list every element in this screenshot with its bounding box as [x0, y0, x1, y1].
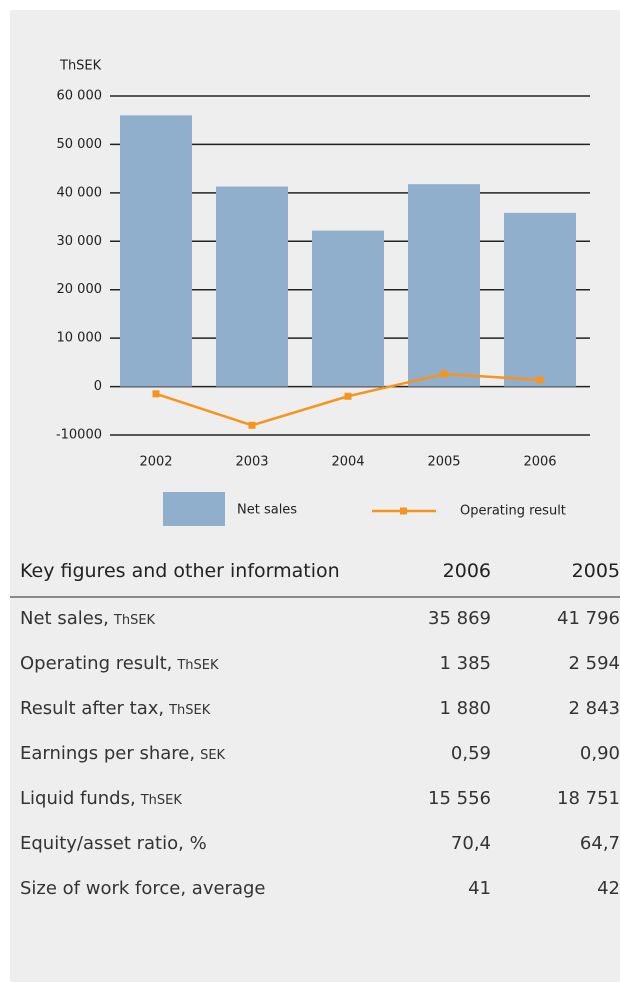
key-figures-table: Key figures and other information 2006 2…	[10, 550, 620, 913]
y-tick-label: 0	[94, 379, 102, 394]
x-tick-label: 2002	[139, 455, 172, 470]
y-tick-label: 30 000	[57, 234, 103, 249]
x-tick-label: 2006	[523, 455, 556, 470]
y-tick-label: 60 000	[57, 89, 103, 104]
x-tick-label: 2005	[427, 455, 460, 470]
bar	[312, 230, 384, 387]
cell-value: 2 843	[568, 698, 620, 719]
cell-value: 70,4	[450, 833, 491, 854]
row-label-text: Result after tax,	[20, 698, 165, 719]
row-label-text: Liquid funds,	[20, 788, 136, 809]
row-unit: ThSEK	[169, 703, 211, 718]
legend-swatch	[163, 492, 225, 526]
row-label-text: Earnings per share,	[20, 743, 196, 764]
bar	[504, 212, 576, 387]
x-tick-label: 2004	[331, 455, 364, 470]
table-row: Equity/asset ratio, % 70,4 64,7	[10, 823, 620, 868]
cell-value: 0,59	[450, 743, 491, 764]
row-label: Equity/asset ratio, %	[20, 833, 207, 854]
row-unit: SEK	[200, 748, 226, 763]
bar	[120, 115, 192, 387]
cell-value: 41 796	[557, 608, 620, 629]
header-cell: Key figures and other information	[20, 560, 340, 582]
cell-value: 41	[468, 878, 491, 899]
table-row: Earnings per share, SEK 0,59 0,90	[10, 733, 620, 778]
line-marker	[440, 370, 448, 378]
header-cell: 2005	[571, 560, 620, 582]
y-tick-label: 40 000	[57, 185, 103, 200]
table-header: Key figures and other information 2006 2…	[10, 550, 620, 598]
legend-label: Net sales	[237, 503, 297, 518]
line-marker	[536, 376, 544, 384]
table-row: Liquid funds, ThSEK 15 556 18 751	[10, 778, 620, 823]
cell-value: 18 751	[557, 788, 620, 809]
panel	[10, 10, 620, 982]
row-label-text: Operating result,	[20, 653, 173, 674]
row-unit: ThSEK	[177, 658, 219, 673]
legend-swatch	[400, 507, 407, 515]
bar	[216, 186, 288, 387]
x-tick-label: 2003	[235, 455, 268, 470]
bar	[408, 184, 480, 387]
header-cell: 2006	[442, 560, 491, 582]
cell-value: 15 556	[428, 788, 491, 809]
table-row: Net sales, ThSEK 35 869 41 796	[10, 598, 620, 643]
row-unit: ThSEK	[113, 613, 156, 628]
cell-value: 42	[597, 878, 620, 899]
cell-value: 0,90	[579, 743, 620, 764]
cell-value: 1 880	[439, 698, 491, 719]
table-row: Operating result, ThSEK 1 385 2 594	[10, 643, 620, 688]
legend-label: Operating result	[460, 504, 566, 519]
y-tick-label: 10 000	[57, 331, 103, 346]
row-label: Result after tax, ThSEK	[20, 698, 210, 719]
line-marker	[248, 421, 256, 429]
line-marker	[344, 392, 352, 400]
table-row: Size of work force, average 41 42	[10, 868, 620, 913]
cell-value: 1 385	[439, 653, 491, 674]
cell-value: 64,7	[579, 833, 620, 854]
y-tick-label: 20 000	[57, 282, 103, 297]
chart: ThSEK -10000 0 10 000 20 000 30 000 40 000 50 …	[56, 59, 590, 526]
y-tick-label: -10000	[56, 428, 102, 443]
cell-value: 35 869	[428, 608, 491, 629]
row-label: Net sales, ThSEK	[20, 608, 155, 629]
row-label: Operating result, ThSEK	[20, 653, 219, 674]
row-label-text: Net sales,	[20, 608, 109, 629]
row-label: Liquid funds, ThSEK	[20, 788, 182, 809]
row-label: Size of work force, average	[20, 878, 265, 899]
table-row: Result after tax, ThSEK 1 880 2 843	[10, 688, 620, 733]
row-label-text: Equity/asset ratio, %	[20, 833, 207, 854]
y-axis-label: ThSEK	[59, 59, 102, 74]
row-label-text: Size of work force, average	[20, 878, 266, 899]
line-marker	[152, 390, 160, 398]
row-unit: ThSEK	[140, 793, 182, 808]
cell-value: 2 594	[568, 653, 620, 674]
row-label: Earnings per share, SEK	[20, 743, 225, 764]
y-tick-label: 50 000	[57, 137, 103, 152]
